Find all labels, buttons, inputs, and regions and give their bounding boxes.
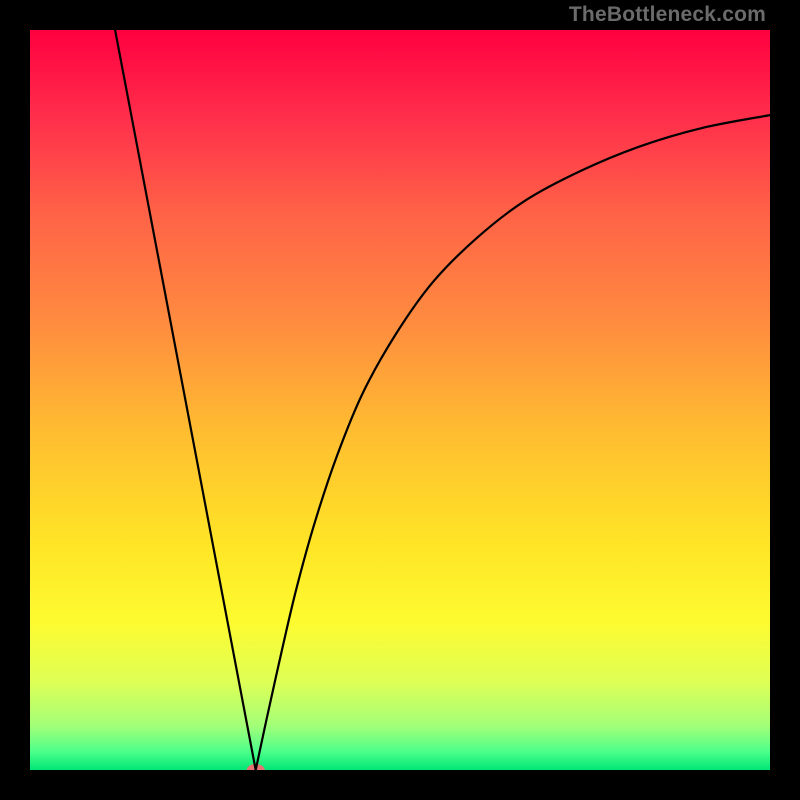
- frame-border-left: [0, 0, 30, 800]
- chart-frame: TheBottleneck.com: [0, 0, 800, 800]
- frame-border-bottom: [0, 770, 800, 800]
- plot-area: [30, 30, 770, 770]
- frame-border-right: [770, 0, 800, 800]
- watermark-text: TheBottleneck.com: [569, 3, 766, 27]
- chart-svg: [30, 30, 770, 770]
